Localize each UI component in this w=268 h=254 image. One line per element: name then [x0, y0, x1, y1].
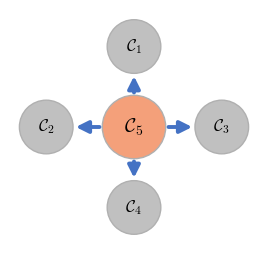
Text: $\mathcal{C}_5$: $\mathcal{C}_5$	[124, 116, 144, 138]
Circle shape	[195, 100, 249, 154]
Circle shape	[107, 181, 161, 234]
Text: $\mathcal{C}_1$: $\mathcal{C}_1$	[126, 37, 142, 56]
Circle shape	[19, 100, 73, 154]
Text: $\mathcal{C}_3$: $\mathcal{C}_3$	[213, 118, 230, 136]
Text: $\mathcal{C}_2$: $\mathcal{C}_2$	[38, 118, 55, 136]
Circle shape	[107, 20, 161, 73]
Text: $\mathcal{C}_4$: $\mathcal{C}_4$	[125, 198, 143, 217]
Circle shape	[102, 95, 166, 159]
